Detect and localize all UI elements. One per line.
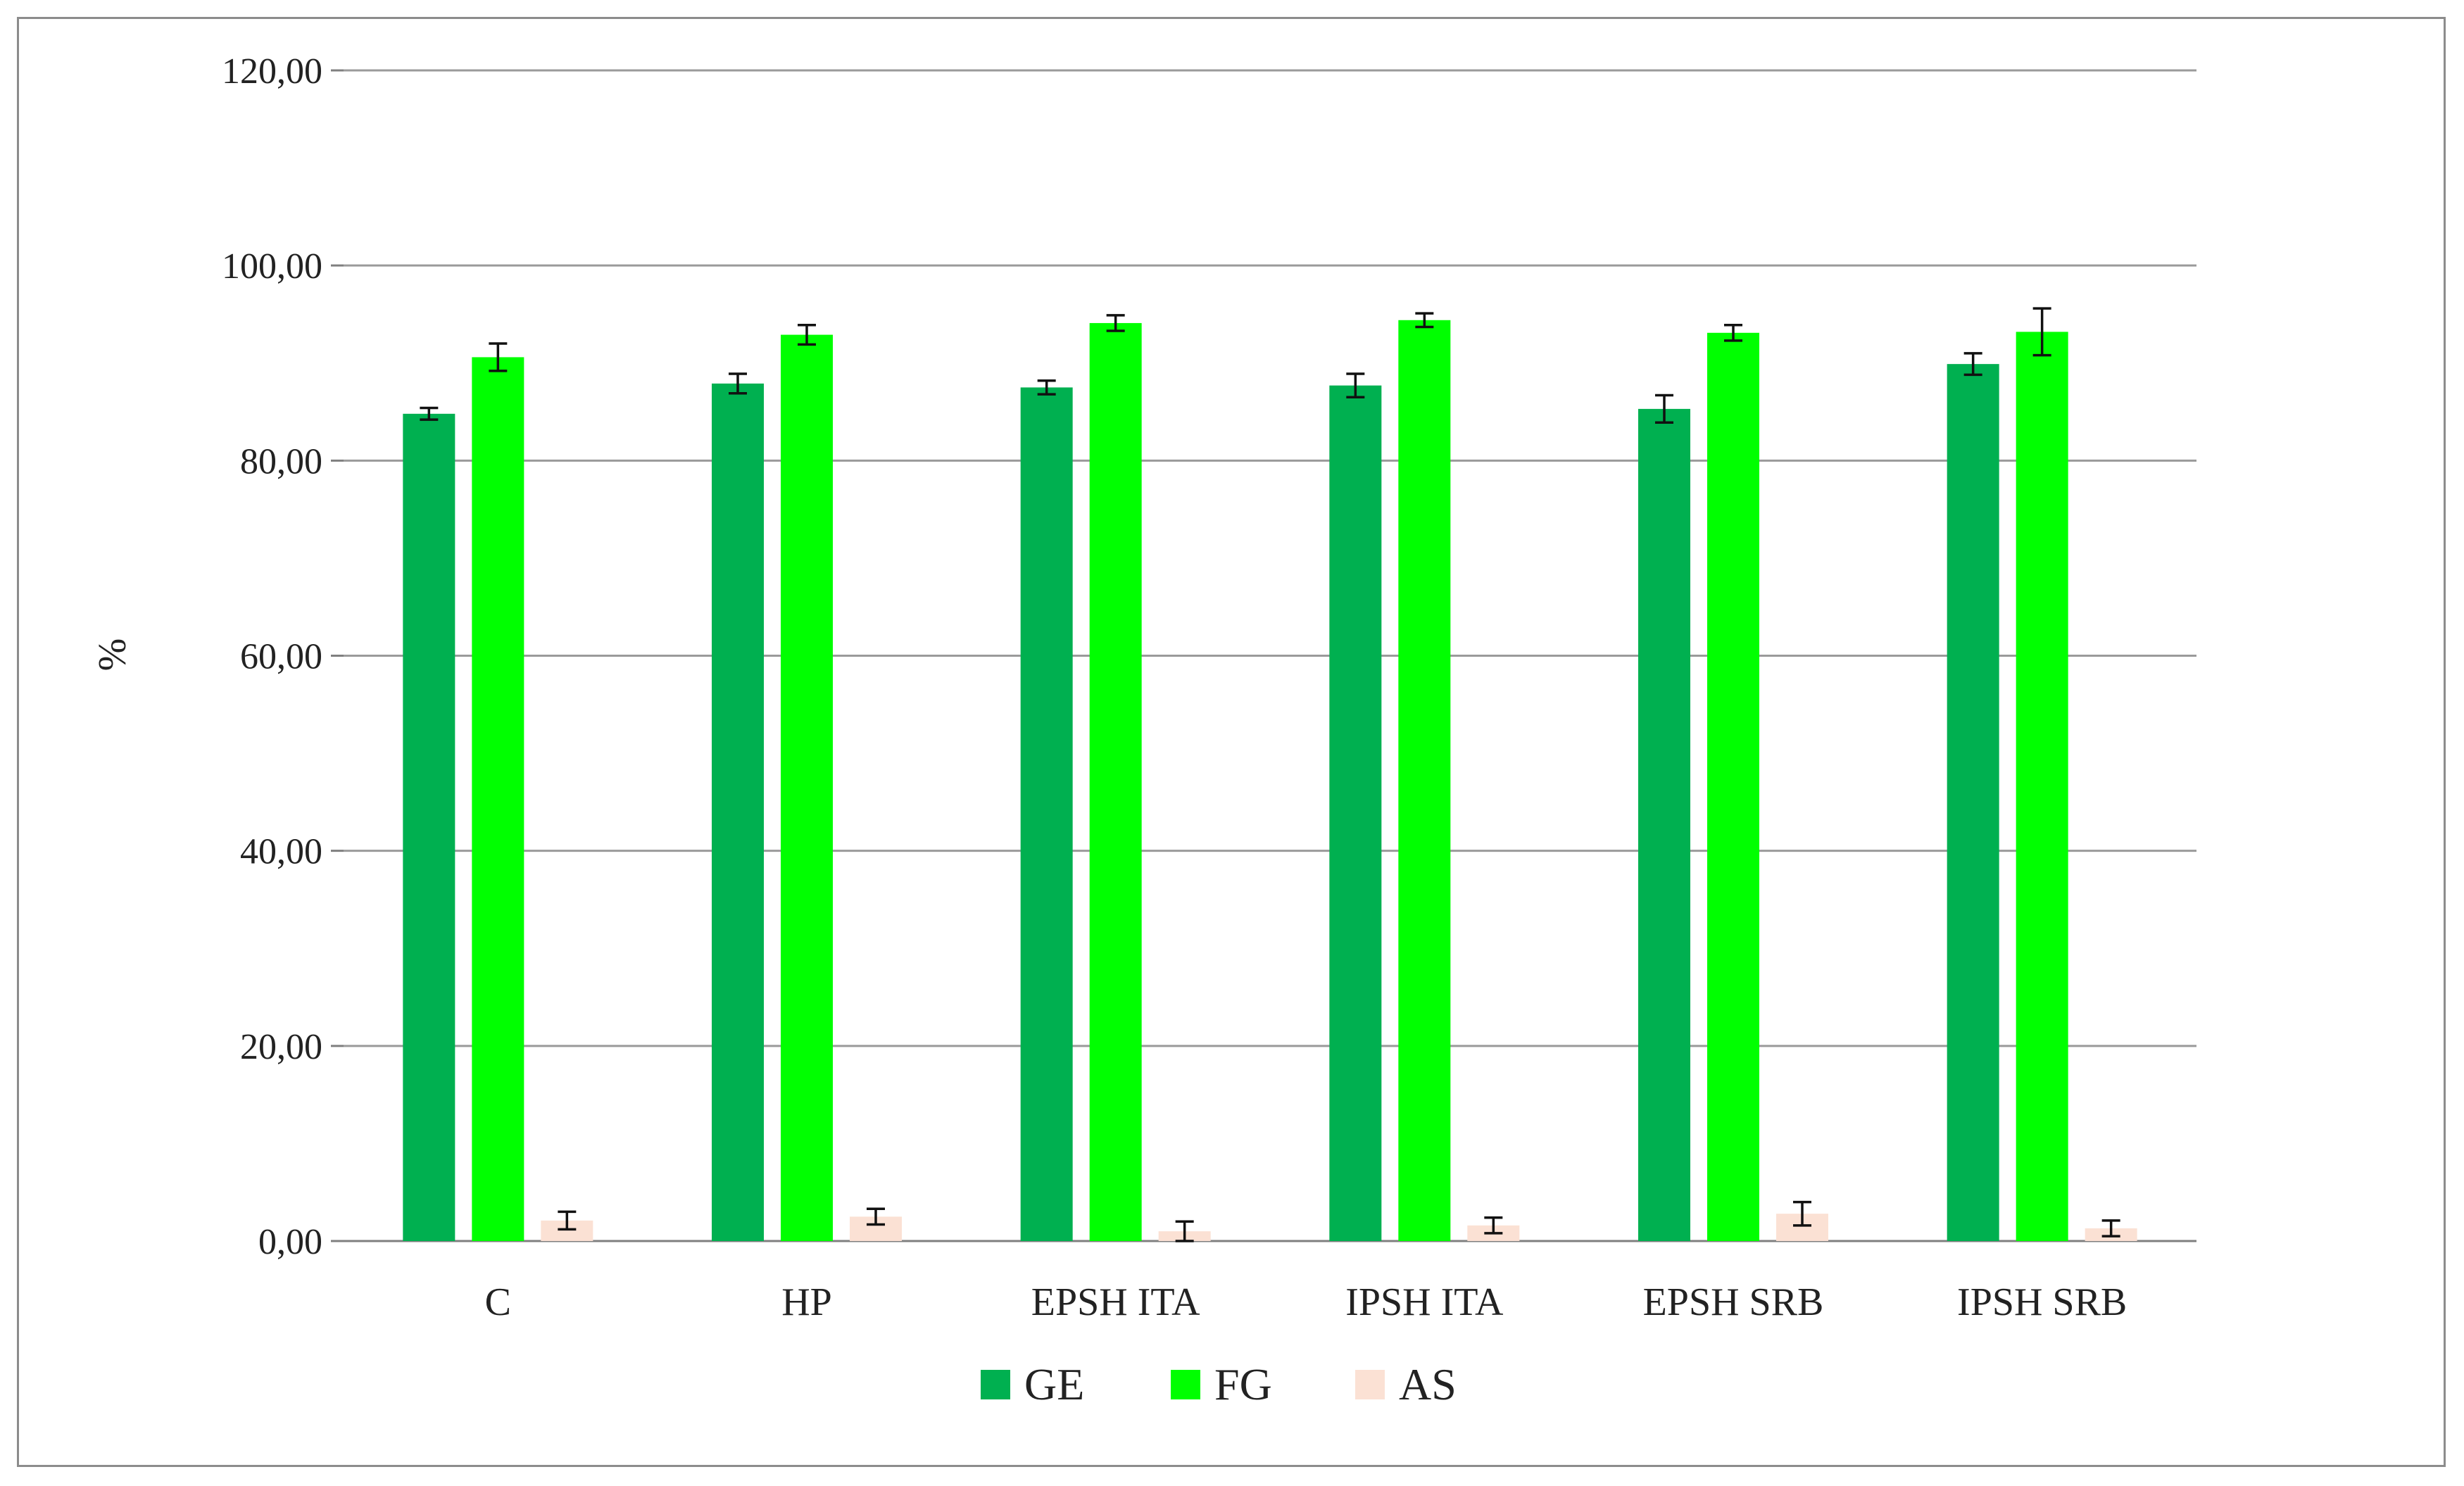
- x-category-label: EPSH ITA: [1031, 1280, 1200, 1324]
- bar-ge: [1638, 408, 1690, 1241]
- error-bar-fg: [1106, 314, 1125, 332]
- y-tick-label: 100,00: [222, 246, 322, 287]
- y-tick-label: 60,00: [240, 637, 322, 677]
- bar-ge: [1020, 387, 1073, 1242]
- bar-fg: [1089, 322, 1142, 1241]
- bar-fg: [781, 334, 833, 1242]
- y-tick-label: 20,00: [240, 1027, 322, 1067]
- y-axis-ticks: 0,00 20,00 40,00 60,00 80,00 100,00 120,00: [222, 51, 322, 1262]
- legend-item-as: AS: [1355, 1359, 1457, 1409]
- error-bar-ge: [729, 372, 747, 395]
- y-axis-title: %: [91, 638, 134, 672]
- error-bar-ge: [1037, 379, 1056, 396]
- y-tick-label: 0,00: [258, 1222, 322, 1262]
- error-bar-as: [2101, 1219, 2120, 1238]
- x-category-label: EPSH SRB: [1643, 1280, 1824, 1324]
- error-bar-fg: [489, 342, 508, 372]
- x-category-label: HP: [781, 1280, 832, 1324]
- x-category-label: IPSH SRB: [1957, 1280, 2127, 1324]
- bar-ge: [712, 383, 764, 1241]
- x-axis-categories: C HP EPSH ITA IPSH ITA EPSH SRB IPSH SRB: [485, 1280, 2127, 1324]
- error-bar-ge: [1655, 393, 1673, 424]
- bar-fg: [1707, 332, 1759, 1241]
- error-bar-fg: [798, 323, 816, 346]
- bar-fg: [1398, 320, 1451, 1242]
- y-tick-label: 80,00: [240, 441, 322, 481]
- legend-label: FG: [1214, 1359, 1272, 1409]
- error-bar-as: [1484, 1216, 1503, 1235]
- error-bar-fg: [1415, 312, 1434, 329]
- error-bar-as: [867, 1207, 885, 1226]
- error-bar-as: [1793, 1200, 1811, 1227]
- legend-label: AS: [1399, 1359, 1457, 1409]
- error-bar-as: [1175, 1220, 1194, 1242]
- bar-fg: [2016, 332, 2068, 1241]
- bar-ge: [403, 413, 455, 1241]
- x-category-label: IPSH ITA: [1345, 1280, 1504, 1324]
- error-bar-fg: [1724, 323, 1742, 342]
- error-bar-ge: [420, 406, 439, 421]
- bar-ge: [1329, 385, 1382, 1241]
- legend: GE FG AS: [981, 1359, 1457, 1409]
- x-category-label: C: [485, 1280, 511, 1324]
- legend-label: GE: [1024, 1359, 1084, 1409]
- bar-fg: [472, 357, 524, 1241]
- legend-item-ge: GE: [981, 1359, 1084, 1409]
- legend-item-fg: FG: [1171, 1359, 1272, 1409]
- bar-ge: [1947, 364, 1999, 1242]
- gridlines: [331, 69, 2196, 1242]
- error-bar-ge: [1963, 352, 1982, 377]
- error-bar-as: [558, 1210, 577, 1231]
- y-tick-label: 120,00: [222, 51, 322, 92]
- legend-swatch: [1171, 1370, 1200, 1399]
- error-bars: [420, 307, 2120, 1242]
- bars: [403, 320, 2137, 1242]
- legend-swatch: [981, 1370, 1010, 1399]
- error-bar-fg: [2032, 307, 2051, 357]
- error-bar-ge: [1346, 372, 1365, 399]
- y-tick-label: 40,00: [240, 832, 322, 872]
- legend-swatch: [1355, 1370, 1385, 1399]
